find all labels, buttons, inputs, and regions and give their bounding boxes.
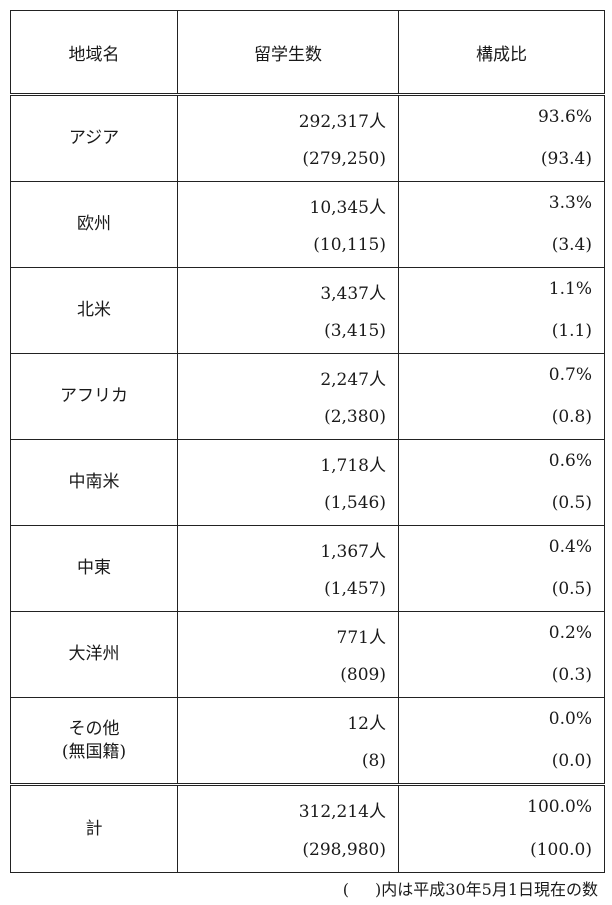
student-count-cell: 312,214人 (298,980) <box>177 783 399 873</box>
region-label: その他 <box>68 719 120 740</box>
region-cell: 中南米 <box>10 439 178 526</box>
region-label: 欧州 <box>77 214 111 235</box>
region-label: 中南米 <box>68 472 120 493</box>
region-label: 中東 <box>77 558 111 579</box>
ratio-cell: 0.6% (0.5) <box>398 439 605 526</box>
region-cell: その他 (無国籍) <box>10 697 178 785</box>
region-label: 北米 <box>77 300 111 321</box>
student-count-cell: 1,367人 (1,457) <box>177 525 399 612</box>
table-total-row: 計 312,214人 (298,980) 100.0% (100.0) <box>10 783 605 873</box>
ratio-cell: 93.6% (93.4) <box>398 94 605 182</box>
table-header-row: 地域名 留学生数 構成比 <box>10 10 605 96</box>
student-count-previous: (1,457) <box>324 579 386 599</box>
header-student-count: 留学生数 <box>177 10 399 96</box>
ratio-value: 100.0% <box>527 797 592 817</box>
student-count-cell: 1,718人 (1,546) <box>177 439 399 526</box>
region-label: (無国籍) <box>61 741 127 762</box>
student-count-previous: (10,115) <box>313 235 386 255</box>
ratio-cell: 0.7% (0.8) <box>398 353 605 440</box>
region-cell: アフリカ <box>10 353 178 440</box>
student-count-cell: 292,317人 (279,250) <box>177 94 399 182</box>
ratio-previous: (93.4) <box>540 149 592 169</box>
student-count-cell: 12人 (8) <box>177 697 399 785</box>
table-row: アフリカ 2,247人 (2,380) 0.7% (0.8) <box>10 353 605 440</box>
ratio-value: 93.6% <box>537 107 592 127</box>
ratio-previous: (0.5) <box>551 579 592 599</box>
student-count: 10,345人 <box>309 198 386 218</box>
table-row: 北米 3,437人 (3,415) 1.1% (1.1) <box>10 267 605 354</box>
ratio-cell: 1.1% (1.1) <box>398 267 605 354</box>
ratio-value: 0.0% <box>548 709 592 729</box>
student-count-previous: (809) <box>340 665 386 685</box>
student-count: 292,317人 <box>298 112 386 132</box>
region-cell: 欧州 <box>10 181 178 268</box>
ratio-cell: 3.3% (3.4) <box>398 181 605 268</box>
student-count-cell: 3,437人 (3,415) <box>177 267 399 354</box>
table-row: アジア 292,317人 (279,250) 93.6% (93.4) <box>10 94 605 182</box>
student-statistics-table: 地域名 留学生数 構成比 アジア 292,317人 (279,250) 93.6% (9… <box>10 10 605 873</box>
ratio-cell: 100.0% (100.0) <box>398 783 605 873</box>
ratio-value: 1.1% <box>548 279 592 299</box>
student-count-cell: 771人 (809) <box>177 611 399 698</box>
ratio-value: 3.3% <box>548 193 592 213</box>
student-count-previous: (2,380) <box>324 407 386 427</box>
ratio-previous: (0.8) <box>551 407 592 427</box>
student-count: 12人 <box>347 714 386 734</box>
student-count-cell: 10,345人 (10,115) <box>177 181 399 268</box>
region-cell: 計 <box>10 783 178 873</box>
ratio-cell: 0.4% (0.5) <box>398 525 605 612</box>
ratio-value: 0.6% <box>548 451 592 471</box>
student-count: 2,247人 <box>320 370 386 390</box>
student-count-previous: (298,980) <box>302 840 386 860</box>
ratio-previous: (0.3) <box>551 665 592 685</box>
student-count-cell: 2,247人 (2,380) <box>177 353 399 440</box>
ratio-previous: (0.0) <box>551 751 592 771</box>
footnote-paren: ( <box>342 880 350 899</box>
region-cell: 中東 <box>10 525 178 612</box>
header-region: 地域名 <box>10 10 178 96</box>
student-count-previous: (8) <box>361 751 386 771</box>
region-cell: アジア <box>10 94 178 182</box>
region-label: アジア <box>68 128 120 149</box>
student-count-previous: (1,546) <box>324 493 386 513</box>
ratio-value: 0.2% <box>548 623 592 643</box>
table-body: アジア 292,317人 (279,250) 93.6% (93.4) 欧州 10,345人… <box>10 94 605 873</box>
footnote-text: )内は平成30年5月1日現在の数 <box>375 880 598 899</box>
student-count-previous: (279,250) <box>302 149 386 169</box>
region-label: 大洋州 <box>68 644 120 665</box>
ratio-value: 0.4% <box>548 537 592 557</box>
table-row: 欧州 10,345人 (10,115) 3.3% (3.4) <box>10 181 605 268</box>
student-count: 3,437人 <box>320 284 386 304</box>
region-cell: 北米 <box>10 267 178 354</box>
ratio-cell: 0.0% (0.0) <box>398 697 605 785</box>
student-count: 1,718人 <box>320 456 386 476</box>
ratio-value: 0.7% <box>548 365 592 385</box>
table-row: 中南米 1,718人 (1,546) 0.6% (0.5) <box>10 439 605 526</box>
table-row: その他 (無国籍) 12人 (8) 0.0% (0.0) <box>10 697 605 785</box>
region-label: アフリカ <box>60 386 128 407</box>
table-row: 大洋州 771人 (809) 0.2% (0.3) <box>10 611 605 698</box>
student-count-previous: (3,415) <box>324 321 386 341</box>
ratio-previous: (0.5) <box>551 493 592 513</box>
region-cell: 大洋州 <box>10 611 178 698</box>
student-count: 1,367人 <box>320 542 386 562</box>
ratio-previous: (100.0) <box>530 840 592 860</box>
ratio-previous: (3.4) <box>551 235 592 255</box>
student-count: 771人 <box>336 628 386 648</box>
region-label: 計 <box>85 818 103 839</box>
ratio-cell: 0.2% (0.3) <box>398 611 605 698</box>
footnote: ( )内は平成30年5月1日現在の数 <box>343 876 598 900</box>
student-count: 312,214人 <box>298 802 386 822</box>
ratio-previous: (1.1) <box>551 321 592 341</box>
header-ratio: 構成比 <box>398 10 605 96</box>
table-row: 中東 1,367人 (1,457) 0.4% (0.5) <box>10 525 605 612</box>
